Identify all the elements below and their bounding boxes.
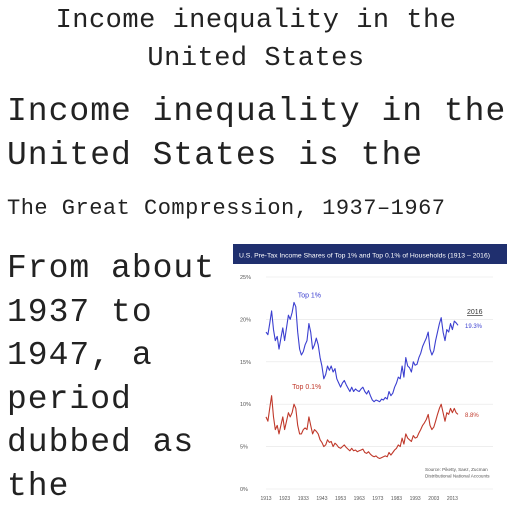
- chart-title: U.S. Pre-Tax Income Shares of Top 1% and…: [239, 253, 490, 260]
- lead-paragraph: Income inequality in the United States i…: [7, 93, 507, 174]
- chart-series: [265, 301, 459, 460]
- chart-series-labels: Top 1% 19.3% Top 0.1% 8.8%: [292, 292, 483, 419]
- series-name-label: Top 1%: [298, 292, 321, 299]
- y-tick-label: 0%: [240, 487, 248, 493]
- x-tick-label: 1973: [372, 496, 383, 502]
- y-tick-label: 5%: [240, 445, 248, 451]
- x-tick-label: 1933: [298, 496, 309, 502]
- page-title: Income inequality in the United States: [55, 6, 457, 74]
- income-share-chart: U.S. Pre-Tax Income Shares of Top 1% and…: [233, 244, 507, 508]
- y-tick-label: 25%: [240, 275, 251, 281]
- x-tick-label: 1923: [279, 496, 290, 502]
- x-tick-label: 2013: [447, 496, 458, 502]
- x-axis-ticks: 1913 1923 1933 1943 1953 1963 1973 1983 1993 2003…: [260, 496, 458, 502]
- y-axis-ticks: 0% 5% 10% 15% 20% 25%: [240, 275, 251, 493]
- chart-title-bar: [233, 244, 507, 264]
- series-line-1: [265, 395, 459, 460]
- x-tick-label: 1983: [391, 496, 402, 502]
- end-year-label: 2016: [467, 309, 483, 316]
- series-line-0: [265, 301, 459, 403]
- section-heading[interactable]: The Great Compression, 1937–1967: [7, 196, 446, 221]
- x-tick-label: 1993: [410, 496, 421, 502]
- income-share-chart-image[interactable]: U.S. Pre-Tax Income Shares of Top 1% and…: [233, 244, 507, 508]
- series-name-label: Top 0.1%: [292, 384, 321, 391]
- y-tick-label: 15%: [240, 360, 251, 366]
- chart-background: [233, 244, 507, 508]
- chart-gridlines: [266, 276, 493, 490]
- series-end-value-label: 8.8%: [465, 413, 479, 419]
- source-note: Source: Piketty, Saez, Zucman Distributio…: [425, 467, 490, 479]
- x-tick-label: 1913: [260, 496, 271, 502]
- y-tick-label: 20%: [240, 317, 251, 323]
- series-end-value-label: 19.3%: [465, 324, 483, 330]
- x-tick-label: 2003: [428, 496, 439, 502]
- body-paragraph: From about 1937 to 1947, a period dubbed…: [7, 250, 216, 505]
- x-tick-label: 1953: [335, 496, 346, 502]
- x-tick-label: 1963: [354, 496, 365, 502]
- x-tick-label: 1943: [316, 496, 327, 502]
- y-tick-label: 10%: [240, 402, 251, 408]
